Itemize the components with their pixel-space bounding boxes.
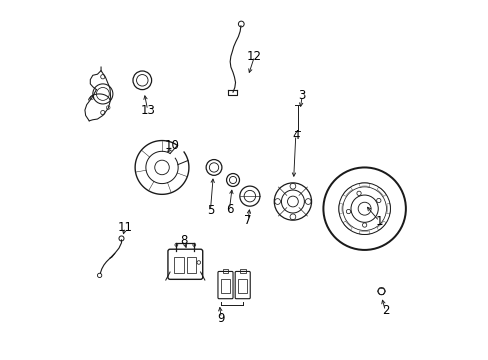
Text: 2: 2 [381,305,388,318]
Text: 10: 10 [164,139,180,152]
Bar [221,279,230,293]
Text: 13: 13 [140,104,155,117]
Bar [174,257,183,273]
Bar [222,269,228,273]
Text: 6: 6 [225,203,233,216]
Text: 5: 5 [206,204,214,217]
Text: 1: 1 [375,215,382,228]
Text: 3: 3 [298,89,305,102]
Text: 9: 9 [217,311,224,325]
Bar [238,279,247,293]
Text: 4: 4 [291,129,299,142]
Text: 8: 8 [180,234,187,247]
Bar [187,257,196,273]
Text: 12: 12 [246,50,262,63]
Text: 7: 7 [244,214,251,227]
Bar [239,269,245,273]
Text: 11: 11 [117,221,132,234]
